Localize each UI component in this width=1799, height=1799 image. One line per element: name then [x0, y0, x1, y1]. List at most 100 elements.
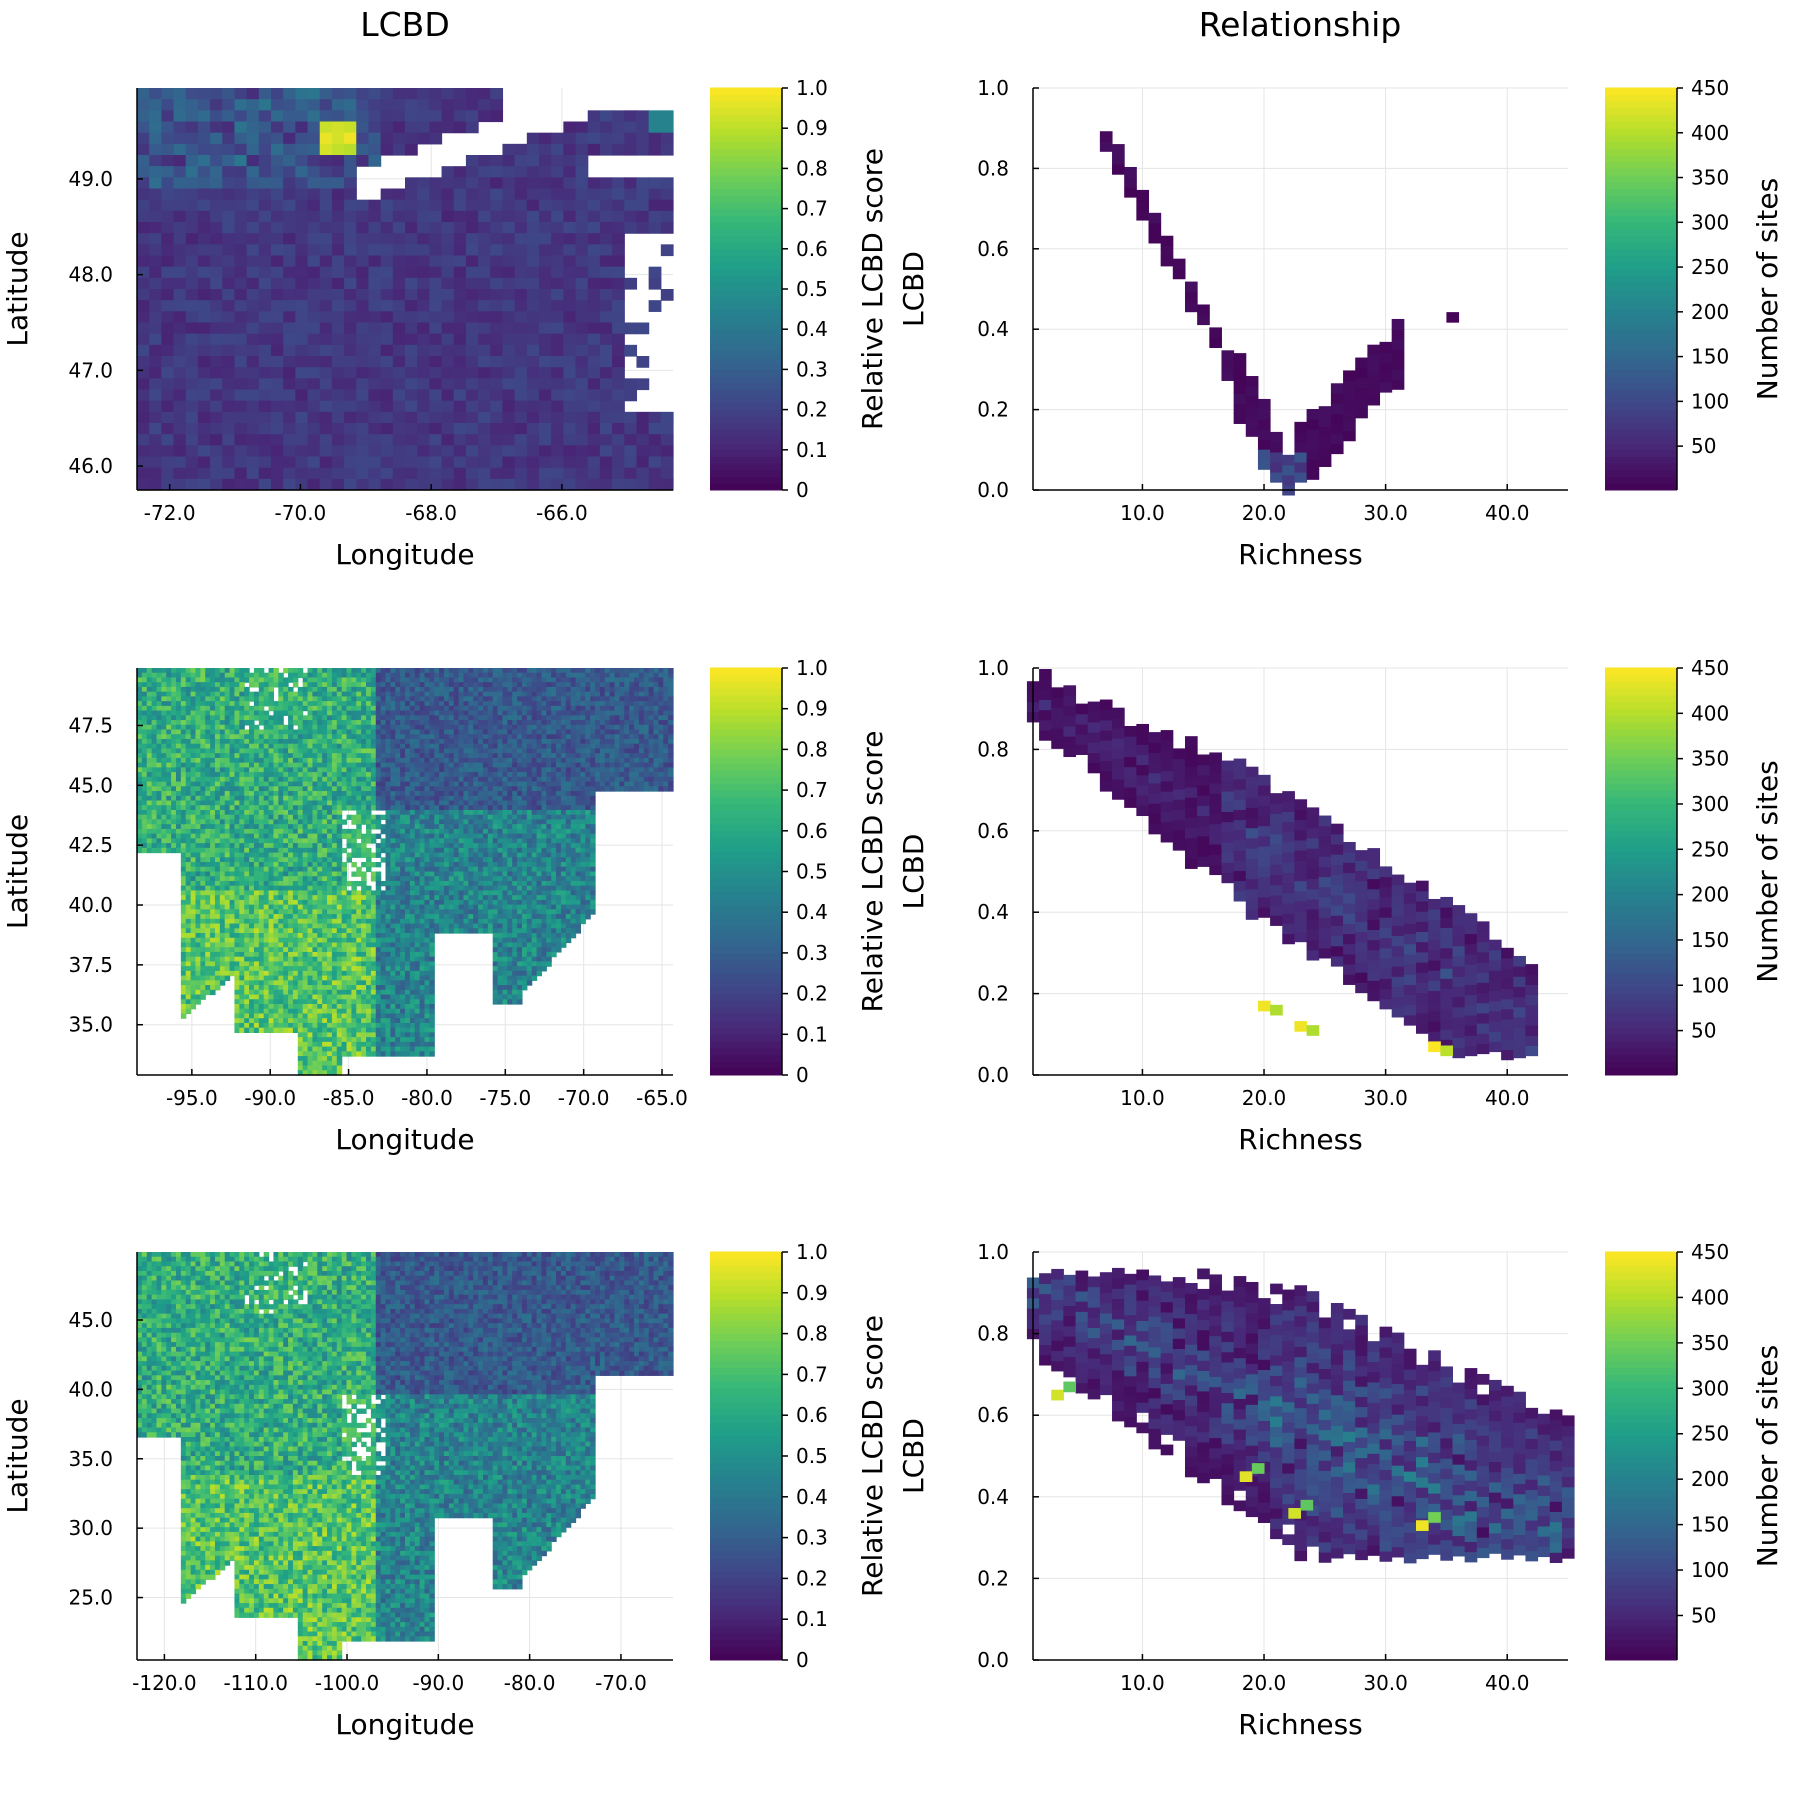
map-cell — [244, 805, 250, 811]
map-cell — [361, 762, 367, 768]
map-cell — [253, 710, 260, 716]
map-cell — [536, 672, 543, 679]
map-cell — [190, 701, 197, 707]
map-cell — [161, 110, 175, 123]
map-cell — [536, 800, 543, 806]
map-cell — [614, 696, 620, 702]
map-cell — [151, 691, 158, 697]
map-cell — [341, 805, 348, 811]
map-cell — [643, 729, 650, 735]
map-cell — [502, 710, 508, 716]
map-cell — [297, 686, 304, 693]
map-cell — [331, 772, 338, 778]
map-cell — [458, 795, 465, 802]
map-cell — [490, 322, 504, 335]
map-cell — [439, 672, 445, 679]
map-cell — [465, 445, 479, 458]
map-cell — [458, 715, 465, 721]
map-cell — [575, 132, 589, 145]
map-cell — [468, 715, 474, 721]
map-cell — [551, 356, 564, 368]
map-cell — [587, 266, 601, 279]
map-cell — [609, 682, 616, 688]
map-cell — [141, 781, 148, 787]
map-cell — [273, 682, 279, 688]
map-cell — [392, 110, 406, 123]
map-cell — [258, 233, 272, 245]
map-cell — [565, 668, 572, 674]
map-cell — [395, 800, 401, 806]
map-cell — [234, 800, 240, 806]
map-cell — [507, 757, 513, 764]
map-cell — [563, 356, 577, 368]
map-cell — [502, 691, 508, 697]
histogram-bin — [1306, 409, 1320, 420]
map-cell — [224, 762, 231, 768]
map-cell — [271, 423, 284, 435]
map-cell — [636, 378, 650, 391]
map-cell — [361, 672, 367, 679]
map-cell — [609, 696, 616, 702]
map-cell — [258, 400, 272, 413]
map-cell — [171, 734, 177, 740]
map-cell — [634, 696, 640, 702]
map-cell — [619, 701, 625, 707]
map-cell — [317, 781, 323, 787]
map-cell — [453, 710, 460, 716]
map-cell — [319, 389, 333, 402]
map-cell — [587, 367, 601, 379]
map-cell — [263, 715, 270, 721]
map-cell — [390, 720, 396, 726]
map-cell — [599, 748, 606, 754]
map-cell — [514, 311, 528, 324]
map-cell — [575, 738, 582, 745]
map-cell — [297, 729, 304, 735]
map-cell — [246, 110, 260, 123]
map-cell — [137, 734, 143, 740]
map-cell — [517, 668, 523, 674]
map-cell — [560, 795, 567, 802]
map-cell — [458, 776, 465, 783]
histogram-bin — [1294, 421, 1308, 433]
map-cell — [487, 720, 494, 726]
map-cell — [180, 795, 187, 802]
map-cell — [556, 734, 562, 740]
histogram-bin — [1318, 426, 1332, 437]
map-cell — [336, 701, 343, 707]
map-cell — [587, 255, 601, 268]
map-cell — [546, 705, 552, 712]
map-cell — [599, 757, 606, 764]
map-cell — [468, 668, 474, 674]
map-cell — [368, 311, 382, 324]
map-cell — [490, 311, 504, 324]
map-cell — [395, 720, 401, 726]
map-cell — [556, 795, 562, 802]
map-cell — [614, 691, 620, 697]
map-cell — [551, 434, 564, 446]
map-cell — [271, 199, 284, 212]
map-cell — [624, 748, 630, 754]
map-cell — [322, 762, 328, 768]
map-cell — [361, 757, 367, 764]
map-cell — [249, 781, 255, 787]
map-cell — [563, 289, 577, 301]
map-cell — [473, 672, 479, 679]
map-cell — [341, 786, 348, 792]
map-cell — [663, 696, 669, 702]
map-cell — [575, 786, 582, 792]
map-cell — [624, 121, 638, 134]
map-cell — [197, 311, 211, 324]
map-cell — [319, 110, 333, 123]
map-cell — [409, 701, 416, 707]
map-cell — [570, 715, 577, 721]
map-cell — [507, 781, 513, 787]
map-cell — [197, 411, 211, 424]
map-cell — [497, 800, 504, 806]
map-cell — [146, 715, 153, 721]
map-cell — [658, 686, 664, 693]
map-cell — [482, 791, 489, 797]
map-cell — [590, 724, 596, 731]
map-cell — [278, 734, 284, 740]
map-cell — [246, 378, 260, 391]
map-cell — [173, 289, 187, 301]
